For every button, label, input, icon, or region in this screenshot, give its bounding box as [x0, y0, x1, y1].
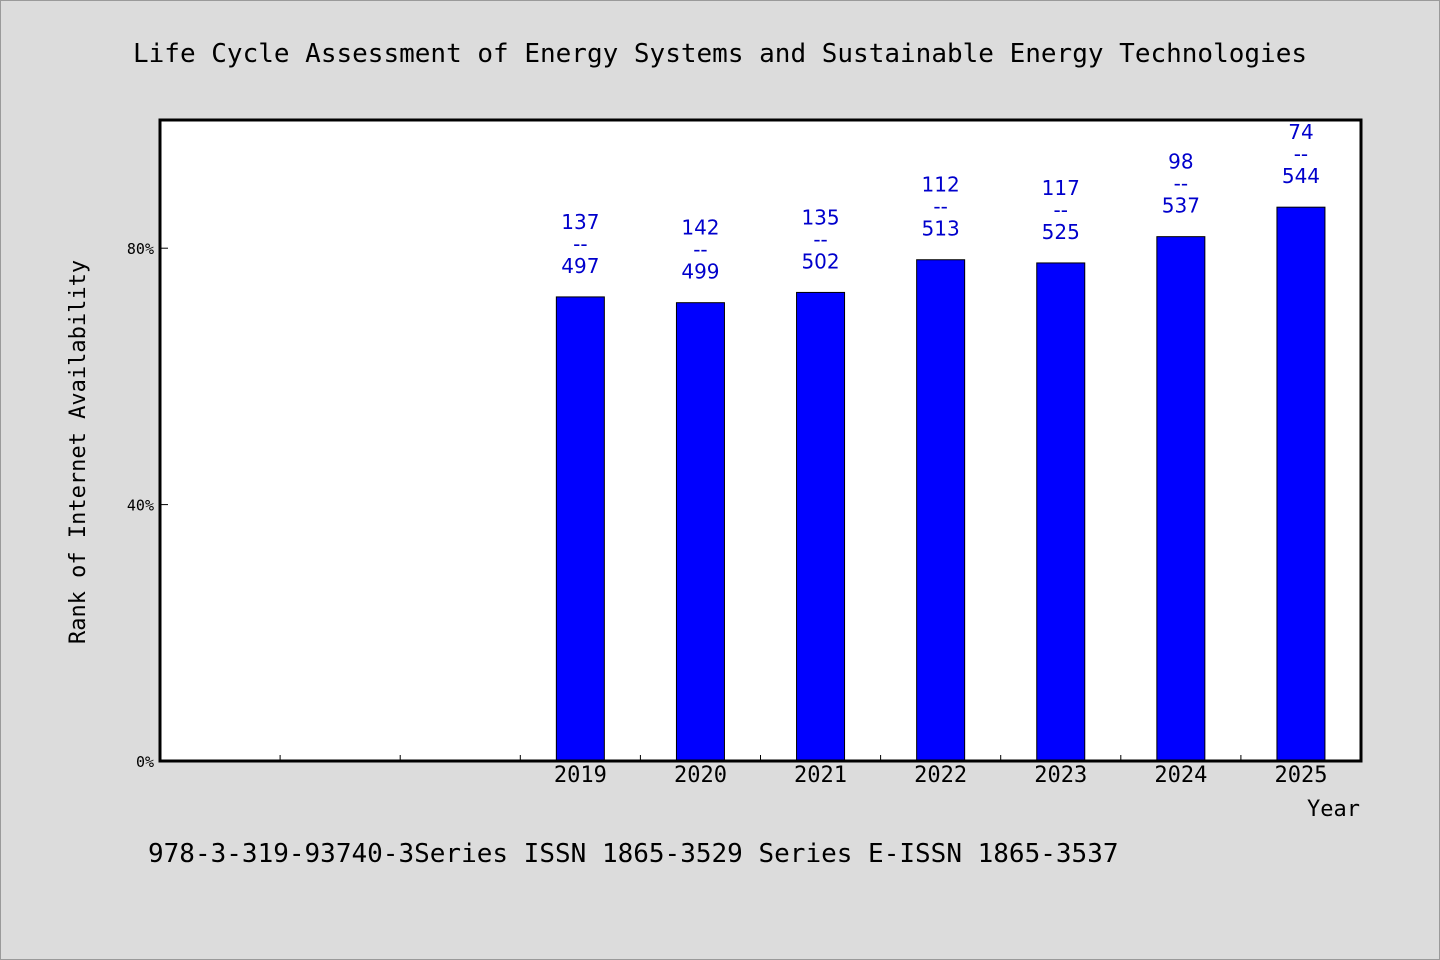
bar-separator-label: -- — [573, 232, 587, 256]
bar-2022 — [916, 259, 966, 762]
x-tick-label: 2022 — [914, 763, 967, 788]
y-axis-title: Rank of Internet Availability — [66, 260, 91, 644]
bar-2023 — [1036, 262, 1086, 762]
bar-rank-label: 142 — [681, 216, 719, 240]
bar-separator-label: -- — [1054, 198, 1068, 222]
bar-total-label: 544 — [1282, 164, 1320, 188]
bar-total-label: 513 — [922, 217, 960, 241]
bar-2021 — [796, 291, 846, 762]
x-axis: 2019 2020 2021 2022 2023 2024 2025 — [279, 755, 1327, 788]
y-tick-label: 0% — [136, 753, 154, 771]
bar-rank-label: 74 — [1288, 120, 1313, 144]
bar-separator-label: -- — [693, 238, 707, 262]
x-tick-label: 2019 — [554, 763, 607, 788]
bar-labels-layer: 137--497142--499135--502112--513117--525… — [561, 120, 1320, 284]
x-tick-label: 2020 — [674, 763, 727, 788]
bar-2024 — [1156, 236, 1206, 762]
bar-rank-label: 98 — [1168, 150, 1193, 174]
bar-total-label: 537 — [1162, 194, 1200, 218]
bar-separator-label: -- — [1294, 142, 1308, 166]
bar-rank-label: 137 — [561, 210, 599, 234]
bar-2019 — [555, 296, 605, 762]
y-tick-label: 40% — [127, 497, 154, 515]
bar-total-label: 502 — [801, 249, 839, 273]
x-tick-label: 2024 — [1154, 763, 1207, 788]
bar-separator-label: -- — [933, 195, 947, 219]
bar-separator-label: -- — [1174, 172, 1188, 196]
plot-border — [158, 118, 1363, 763]
bar-2020 — [675, 302, 725, 762]
bar-rank-label: 112 — [922, 173, 960, 197]
bar-rank-label: 135 — [801, 205, 839, 229]
bar-2025 — [1276, 206, 1326, 762]
bar-separator-label: -- — [813, 227, 827, 251]
bar-total-label: 497 — [561, 254, 599, 278]
bar-total-label: 525 — [1042, 220, 1080, 244]
y-axis: 0% 40% 80% — [127, 240, 168, 771]
y-tick-label: 80% — [127, 240, 154, 258]
x-axis-title: Year — [1307, 797, 1360, 822]
chart-title: Life Cycle Assessment of Energy Systems … — [133, 39, 1307, 69]
footer-isbn: 978-3-319-93740-3Series ISSN 1865-3529 S… — [148, 839, 1119, 869]
bars-layer — [555, 206, 1326, 762]
bar-total-label: 499 — [681, 260, 719, 284]
x-tick-label: 2023 — [1034, 763, 1087, 788]
x-tick-label: 2025 — [1274, 763, 1327, 788]
x-tick-label: 2021 — [794, 763, 847, 788]
bar-rank-label: 117 — [1042, 176, 1080, 200]
